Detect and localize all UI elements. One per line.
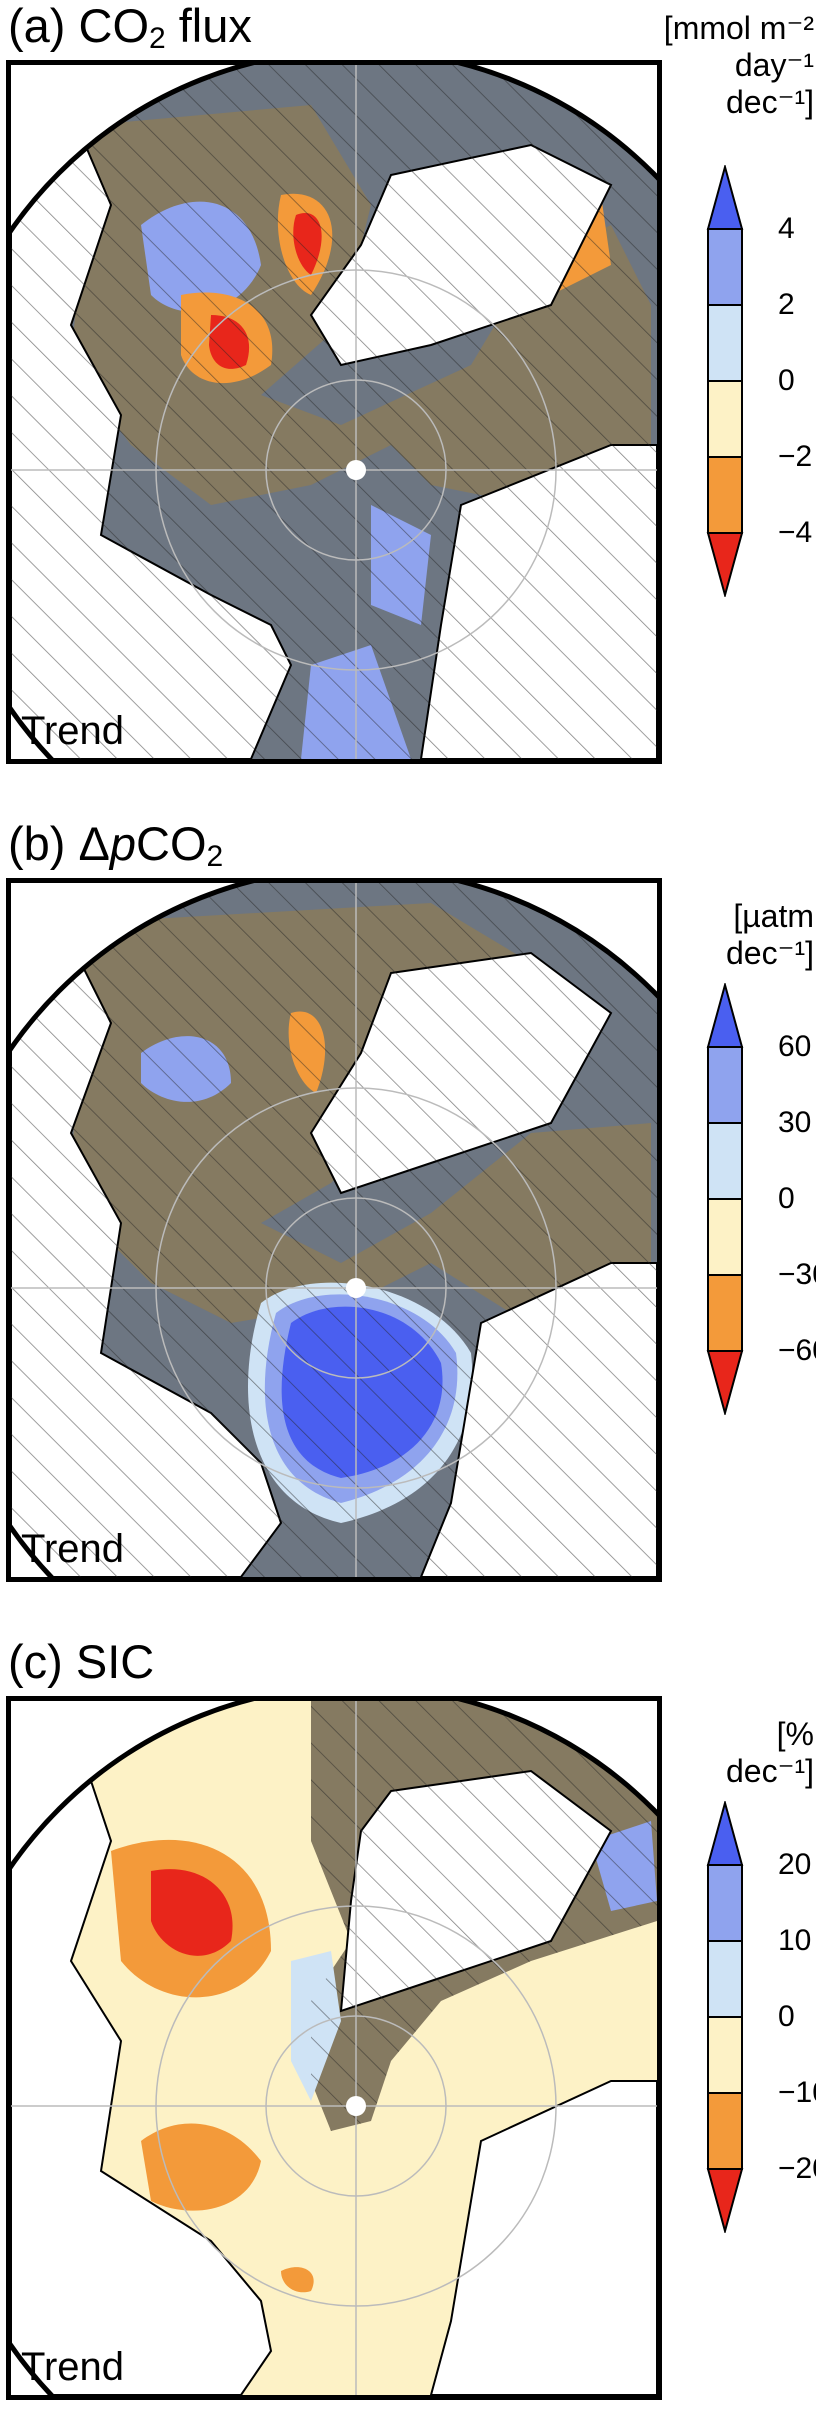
negative-region <box>281 2267 314 2293</box>
colorbar-tick-label: −20 <box>778 2152 816 2185</box>
strong-negative-region <box>151 1869 233 1956</box>
colorbar-cap-bottom <box>706 2168 744 2235</box>
colorbar-band <box>707 228 743 306</box>
unit-label: [mmol m⁻² day⁻¹ dec⁻¹] <box>663 10 814 120</box>
colorbar-tick-label: −2 <box>778 440 813 473</box>
colorbar-band <box>707 380 743 458</box>
trend-label: Trend <box>21 1527 125 1571</box>
colorbar-tick-label: 2 <box>778 288 795 321</box>
panel-title: (c) SIC <box>8 1635 155 1688</box>
hatched-area <box>311 1701 657 2131</box>
colorbar-tick-label: −4 <box>778 516 813 549</box>
colorbar: 60 30 0 −30 −60 <box>706 981 816 1420</box>
colorbar-cap-bottom <box>706 532 744 599</box>
panel-co2-flux: (a) CO2 flux <box>0 0 816 780</box>
colorbar-band <box>707 1122 743 1200</box>
colorbar-tick-label: 0 <box>778 2000 795 2033</box>
colorbar-tick-label: −10 <box>778 2076 816 2109</box>
map-svg <box>11 883 657 1577</box>
colorbar-svg <box>706 981 744 1417</box>
colorbar-svg <box>706 163 744 599</box>
unit-label: [% dec⁻¹] <box>725 1716 814 1789</box>
colorbar-band <box>707 1046 743 1124</box>
unit-label: [µatm dec⁻¹] <box>725 898 814 971</box>
colorbar-cap-top <box>706 163 744 230</box>
polar-map: Trend <box>6 878 662 1582</box>
colorbar-band <box>707 1940 743 2018</box>
colorbar-band <box>707 2016 743 2094</box>
colorbar-band <box>707 1864 743 1942</box>
colorbar-tick-label: 4 <box>778 212 795 245</box>
colorbar-tick-label: 20 <box>778 1848 812 1881</box>
colorbar-band <box>707 1274 743 1352</box>
colorbar-tick-label: 60 <box>778 1030 812 1063</box>
panel-delta-pco2: (b) ΔpCO2 <box>0 818 816 1598</box>
colorbar-band <box>707 304 743 382</box>
colorbar-cap-bottom <box>706 1350 744 1417</box>
land <box>11 1749 273 2395</box>
colorbar: 20 10 0 −10 −20 <box>706 1799 816 2238</box>
north-pole-marker <box>346 1278 366 1298</box>
colorbar: 4 2 0 −2 −4 <box>706 163 812 602</box>
colorbar-cap-top <box>706 1799 744 1866</box>
colorbar-tick-label: −60 <box>778 1334 816 1367</box>
polar-map: Trend <box>6 1696 662 2400</box>
map-svg <box>11 1701 657 2395</box>
negative-region <box>141 2123 261 2211</box>
colorbar-svg <box>706 1799 744 2235</box>
colorbar-tick-label: 0 <box>778 364 795 397</box>
polar-map: Trend <box>6 60 662 764</box>
colorbar-band <box>707 2092 743 2170</box>
colorbar-tick-label: 0 <box>778 1182 795 1215</box>
colorbar-band <box>707 1198 743 1276</box>
trend-label: Trend <box>21 709 125 753</box>
land <box>429 2080 657 2395</box>
trend-label: Trend <box>21 2345 125 2389</box>
panel-sic: (c) SIC <box>0 1636 816 2411</box>
north-pole-marker <box>346 460 366 480</box>
colorbar-cap-top <box>706 981 744 1048</box>
colorbar-tick-label: 10 <box>778 1924 812 1957</box>
panel-title: (b) ΔpCO2 <box>8 817 224 874</box>
map-svg <box>11 65 657 759</box>
north-pole-marker <box>346 2096 366 2116</box>
colorbar-band <box>707 456 743 534</box>
colorbar-tick-label: −30 <box>778 1258 816 1291</box>
panel-title: (a) CO2 flux <box>8 0 252 55</box>
colorbar-tick-label: 30 <box>778 1106 812 1139</box>
